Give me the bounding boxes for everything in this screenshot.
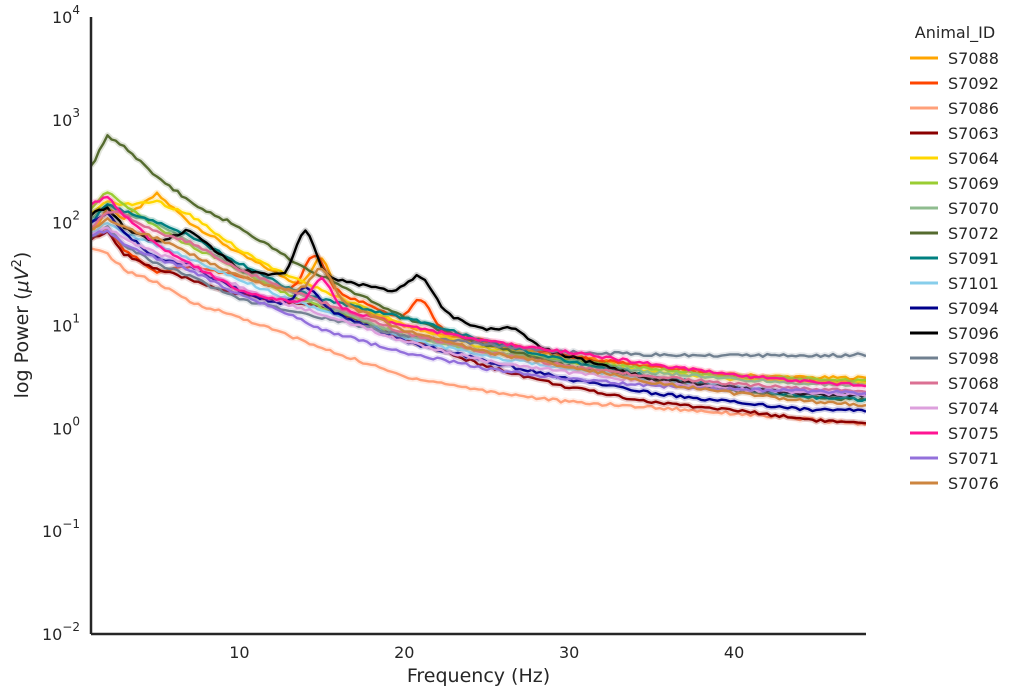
x-tick-label: 10 [229, 643, 249, 662]
x-tick-label: 20 [394, 643, 414, 662]
x-tick-label: 40 [724, 643, 744, 662]
y-tick-label: 100 [52, 414, 80, 438]
legend-label: S7071 [948, 449, 999, 468]
x-axis-label: Frequency (Hz) [407, 665, 550, 687]
legend-label: S7091 [948, 249, 999, 268]
legend-label: S7096 [948, 324, 999, 343]
legend-label: S7092 [948, 74, 999, 93]
x-tick-label: 30 [559, 643, 579, 662]
legend-label: S7072 [948, 224, 999, 243]
series-line [91, 210, 866, 394]
legend-title: Animal_ID [915, 23, 995, 43]
series-line [91, 195, 866, 388]
axes [89, 17, 866, 636]
legend-label: S7101 [948, 274, 999, 293]
y-tick-label: 102 [52, 209, 80, 233]
series-line [91, 217, 866, 408]
y-tick-label: 103 [52, 106, 80, 130]
legend-label: S7075 [948, 424, 999, 443]
legend-label: S7064 [948, 149, 999, 168]
y-axis-label: log Power (μV2) [10, 252, 33, 399]
series-line [91, 247, 866, 427]
y-tick-label: 101 [52, 312, 80, 336]
legend-label: S7063 [948, 124, 999, 143]
y-tick-label: 10−2 [42, 620, 80, 644]
series-line [91, 206, 866, 398]
legend-label: S7070 [948, 199, 999, 218]
series-layer [91, 132, 866, 428]
y-tick-label: 104 [52, 3, 80, 27]
series-line [91, 229, 866, 396]
legend-label: S7098 [948, 349, 999, 368]
legend-label: S7086 [948, 99, 999, 118]
legend-label: S7068 [948, 374, 999, 393]
series-line [91, 225, 866, 358]
y-tick-label: 10−1 [42, 517, 80, 541]
legend-label: S7088 [948, 49, 999, 68]
legend-label: S7094 [948, 299, 999, 318]
legend-label: S7074 [948, 399, 999, 418]
y-tick-labels: 10−2 10−1 100 101 102 103 104 [42, 3, 80, 644]
legend: Animal_ID S7088 S7092 S7086 S7063 S7064 S7069… [910, 23, 999, 493]
legend-label: S7069 [948, 174, 999, 193]
legend-label: S7076 [948, 474, 999, 493]
x-tick-labels: 10 20 30 40 [229, 643, 744, 662]
